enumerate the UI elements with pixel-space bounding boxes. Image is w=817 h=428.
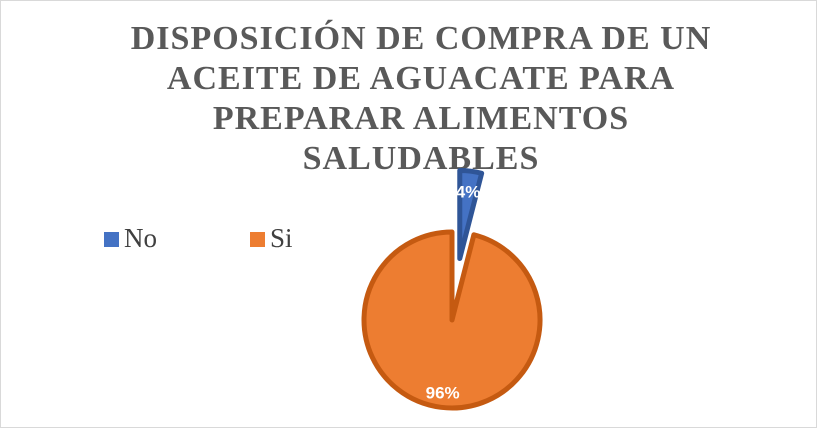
legend-label: Si bbox=[270, 223, 293, 253]
legend-swatch bbox=[104, 232, 119, 247]
chart-title: DISPOSICIÓN DE COMPRA DE UN ACEITE DE AG… bbox=[130, 20, 712, 177]
pie-slice bbox=[457, 167, 485, 261]
legend-label: No bbox=[124, 223, 157, 253]
data-label: 96% bbox=[426, 384, 460, 403]
data-label: 4% bbox=[456, 182, 481, 201]
legend-swatch bbox=[250, 232, 265, 247]
pie-slice bbox=[361, 229, 543, 411]
